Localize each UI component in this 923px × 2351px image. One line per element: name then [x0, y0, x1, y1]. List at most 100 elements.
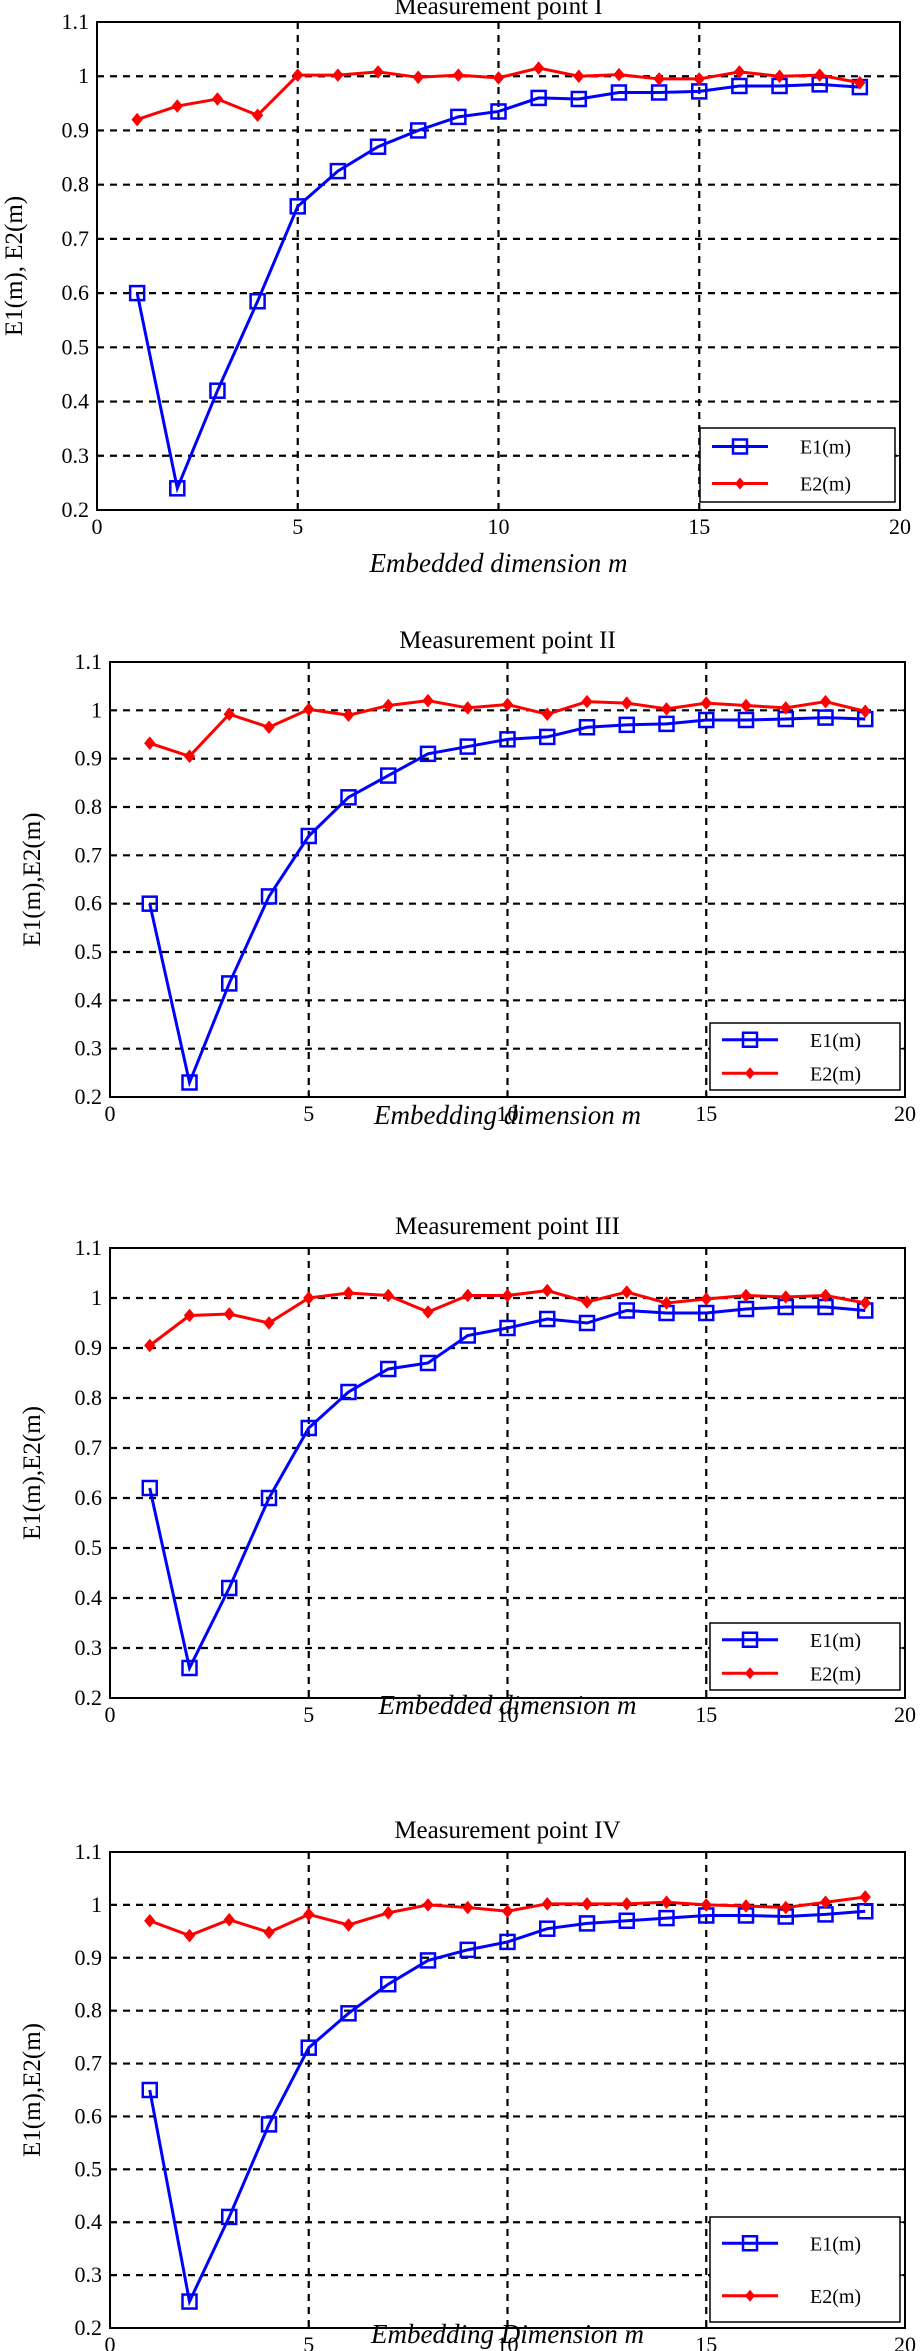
- x-axis-label: Embedded dimension m: [378, 1690, 637, 1720]
- legend-marker-e1: [741, 2235, 759, 2252]
- data-point-e1: [731, 77, 748, 95]
- y-axis-label: E1(m),E2(m): [19, 813, 46, 947]
- data-point-e2: [223, 707, 235, 721]
- data-point-e2: [700, 1292, 712, 1306]
- data-point-e2: [581, 1897, 593, 1911]
- data-point-e2: [700, 1898, 712, 1912]
- data-point-e2: [263, 1316, 275, 1330]
- y-tick-label: 0.8: [62, 172, 90, 197]
- data-point-e2: [372, 65, 384, 79]
- y-tick-label: 0.6: [75, 2103, 103, 2128]
- x-tick-label: 20: [894, 2332, 916, 2351]
- legend: E1(m) E2(m): [709, 1022, 901, 1091]
- x-tick-label: 5: [303, 1101, 314, 1126]
- data-point-e1: [221, 975, 238, 992]
- y-axis-label: E1(m),E2(m): [19, 2023, 46, 2157]
- data-point-e2: [854, 75, 866, 90]
- y-tick-label: 0.4: [75, 987, 103, 1012]
- data-point-e2: [223, 1307, 235, 1321]
- x-tick-label: 0: [105, 2332, 116, 2351]
- y-tick-label: 0.9: [75, 1335, 103, 1360]
- data-point-e1: [658, 1909, 675, 1927]
- y-tick-label: 0.5: [75, 2156, 103, 2181]
- x-tick-label: 0: [105, 1702, 116, 1727]
- data-point-e1: [539, 1920, 556, 1937]
- x-tick-label: 20: [894, 1702, 916, 1727]
- x-tick-label: 15: [695, 2332, 717, 2351]
- data-point-e1: [857, 1902, 874, 1920]
- data-point-e2: [462, 1288, 474, 1303]
- data-point-e2: [422, 1898, 434, 1912]
- legend-box: [709, 1022, 901, 1091]
- legend-marker-e2: [745, 1067, 755, 1080]
- data-point-e1: [300, 1419, 317, 1437]
- data-point-e1: [419, 1354, 437, 1372]
- data-point-e2: [859, 1890, 871, 1904]
- data-point-e1: [380, 767, 397, 784]
- x-tick-label: 5: [303, 1702, 314, 1727]
- data-point-e2: [332, 68, 344, 82]
- data-point-e1: [539, 1310, 556, 1328]
- x-tick-label: 5: [303, 2332, 314, 2351]
- y-tick-label: 0.9: [75, 746, 103, 771]
- y-tick-label: 0.7: [75, 2051, 103, 2076]
- data-point-e1: [181, 2293, 198, 2310]
- data-point-e2: [733, 65, 746, 79]
- data-point-e2: [541, 1283, 553, 1298]
- data-point-e2: [144, 736, 156, 750]
- data-point-e2: [171, 99, 183, 113]
- data-point-e1: [459, 1941, 476, 1959]
- x-tick-label: 20: [894, 1101, 916, 1126]
- data-point-e2: [740, 1899, 752, 1913]
- data-point-e1: [141, 1479, 158, 1497]
- data-point-e2: [541, 707, 553, 721]
- data-point-e2: [263, 720, 275, 735]
- data-point-e2: [492, 71, 505, 85]
- data-point-e1: [578, 1915, 596, 1932]
- y-tick-label: 0.8: [75, 1998, 103, 2023]
- legend-box: [709, 2216, 901, 2323]
- y-tick-label: 1: [91, 697, 102, 722]
- data-point-e2: [581, 1295, 593, 1309]
- data-point-e2: [653, 72, 665, 86]
- chart-panel-1: 0 5 10 15 20 0.2 0.3 0.4 0.5 0.6 0.7 0.8 0.9 1 1.1 Meas…: [1, 0, 911, 578]
- y-tick-label: 0.4: [75, 2209, 103, 2234]
- data-point-e1: [300, 827, 317, 845]
- data-point-e1: [499, 1933, 516, 1951]
- y-tick-label: 0.7: [75, 1435, 103, 1460]
- data-point-e2: [303, 1907, 315, 1922]
- data-point-e2: [532, 61, 545, 75]
- legend-box: [699, 427, 896, 503]
- data-point-e2: [773, 69, 786, 84]
- legend-marker-e1: [731, 438, 749, 455]
- data-point-e1: [499, 1319, 516, 1337]
- x-tick-label: 10: [497, 1101, 519, 1126]
- data-point-e2: [342, 1918, 355, 1932]
- y-tick-label: 0.8: [75, 1385, 103, 1410]
- data-point-e2: [382, 1288, 394, 1303]
- y-tick-label: 0.8: [75, 794, 103, 819]
- y-axis-label: E1(m),E2(m): [19, 1406, 46, 1540]
- data-point-e1: [570, 90, 588, 108]
- y-tick-label: 0.3: [75, 1635, 103, 1660]
- legend-box: [709, 1622, 901, 1691]
- y-tick-label: 0.3: [75, 2262, 103, 2287]
- data-point-e1: [459, 1327, 476, 1344]
- data-point-e1: [141, 895, 158, 912]
- data-point-e2: [740, 698, 752, 713]
- data-point-e1: [459, 738, 476, 755]
- y-tick-label: 0.2: [75, 2315, 103, 2340]
- data-point-e2: [621, 696, 633, 710]
- data-point-e1: [698, 711, 715, 729]
- chart-title: Measurement point IV: [394, 1817, 620, 1844]
- data-point-e1: [329, 162, 347, 180]
- data-point-e1: [419, 745, 437, 763]
- data-point-e2: [700, 696, 712, 710]
- data-point-e2: [501, 1288, 514, 1303]
- data-point-e1: [817, 709, 834, 726]
- series-line-e1: [148, 1305, 866, 1673]
- legend-label-e1: E1(m): [810, 1030, 861, 1052]
- x-tick-label: 0: [105, 1101, 116, 1126]
- data-point-e2: [342, 1286, 355, 1300]
